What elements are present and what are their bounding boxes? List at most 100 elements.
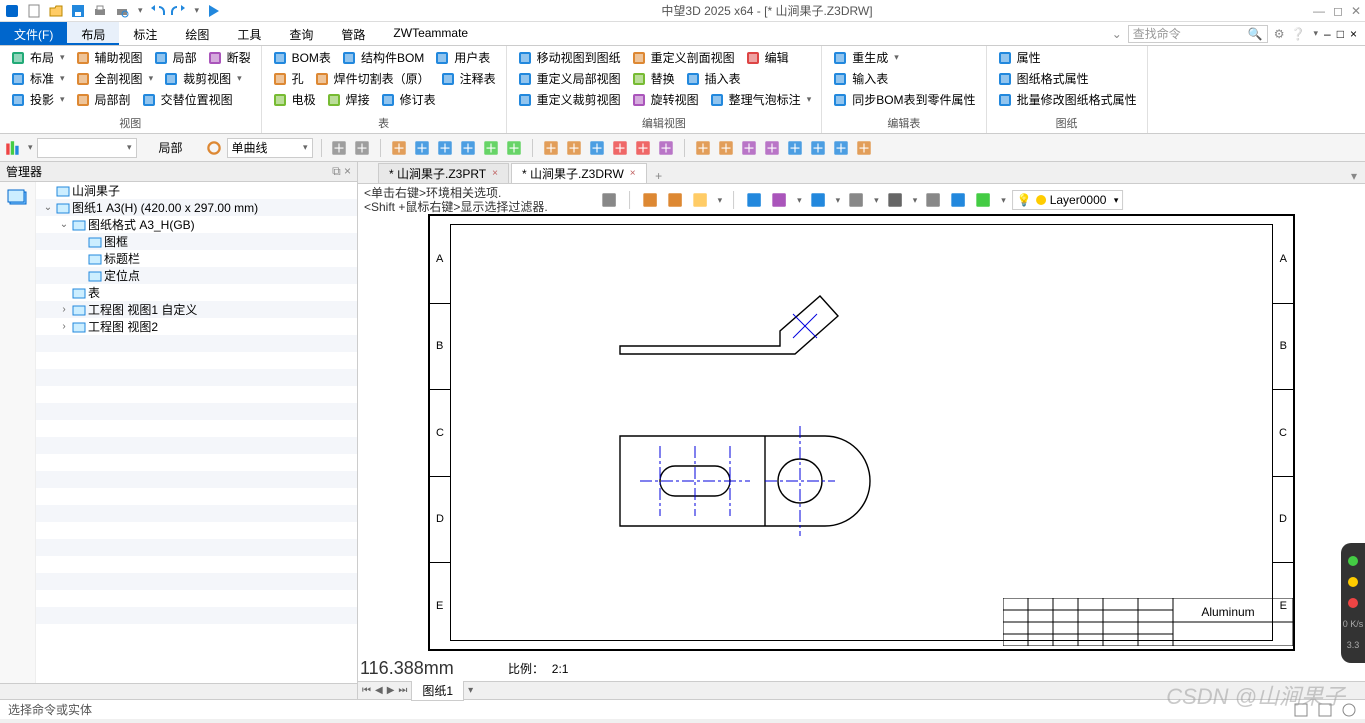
- vt-icon-8[interactable]: [886, 191, 904, 209]
- tree-item[interactable]: 图框: [36, 233, 357, 250]
- drawing-viewport[interactable]: <单击右键>环境相关选项. <Shift +鼠标右键>显示选择过滤器. ▾▾▾▾…: [358, 184, 1365, 681]
- ribbon-局部[interactable]: 局部: [149, 48, 201, 67]
- sheet-first-icon[interactable]: ⏮: [362, 685, 371, 696]
- ribbon-用户表[interactable]: 用户表: [430, 48, 494, 67]
- new-tab-button[interactable]: +: [649, 169, 669, 183]
- tb2-icon-11[interactable]: [611, 139, 629, 157]
- tb2-icon-9[interactable]: [565, 139, 583, 157]
- tree-item[interactable]: 表: [36, 284, 357, 301]
- tree-item[interactable]: ›工程图 视图1 自定义: [36, 301, 357, 318]
- minimize-icon[interactable]: —: [1313, 4, 1325, 18]
- vt-icon-10[interactable]: [949, 191, 967, 209]
- panel-close-icon[interactable]: ×: [344, 164, 351, 178]
- tb2-icon-7[interactable]: [505, 139, 523, 157]
- tab-close-icon[interactable]: ×: [492, 168, 498, 179]
- tab-close-icon[interactable]: ×: [630, 168, 636, 179]
- ribbon-标准[interactable]: 标准▾: [6, 69, 69, 88]
- menu-tab-标注[interactable]: 标注: [119, 22, 171, 45]
- tb2-icon-17[interactable]: [763, 139, 781, 157]
- menu-tab-绘图[interactable]: 绘图: [171, 22, 223, 45]
- tabs-menu-icon[interactable]: ▾: [1343, 169, 1365, 183]
- ribbon-焊接[interactable]: 焊接: [322, 90, 374, 109]
- maximize-icon[interactable]: ◻: [1333, 4, 1343, 18]
- open-icon[interactable]: [48, 3, 64, 19]
- ribbon-交替位置视图[interactable]: 交替位置视图: [137, 90, 237, 109]
- doc-tab[interactable]: * 山涧果子.Z3DRW×: [511, 163, 647, 183]
- ribbon-重生成[interactable]: 重生成▾: [828, 48, 903, 67]
- tb2-icon-1[interactable]: [353, 139, 371, 157]
- ribbon-替换[interactable]: 替换: [627, 69, 679, 88]
- undo-icon[interactable]: [149, 3, 165, 19]
- vt-icon-0[interactable]: [600, 191, 618, 209]
- tb2-icon-16[interactable]: [740, 139, 758, 157]
- tb2-icon-8[interactable]: [542, 139, 560, 157]
- ribbon-裁剪视图[interactable]: 裁剪视图▾: [159, 69, 246, 88]
- ribbon-修订表[interactable]: 修订表: [376, 90, 440, 109]
- layer-combo[interactable]: 💡 Layer0000: [1012, 190, 1124, 210]
- filter-icon[interactable]: [4, 139, 22, 157]
- tb2-icon-15[interactable]: [717, 139, 735, 157]
- tree-item[interactable]: 山涧果子: [36, 182, 357, 199]
- close-icon[interactable]: ✕: [1351, 4, 1361, 18]
- sheet-last-icon[interactable]: ⏭: [398, 685, 407, 696]
- print-icon[interactable]: [92, 3, 108, 19]
- tree-item[interactable]: 定位点: [36, 267, 357, 284]
- manager-tree[interactable]: 山涧果子⌄图纸1 A3(H) (420.00 x 297.00 mm)⌄图纸格式…: [36, 182, 357, 683]
- sheet-next-icon[interactable]: ▶: [387, 685, 395, 696]
- ribbon-注释表[interactable]: 注释表: [436, 69, 500, 88]
- ribbon-电极[interactable]: 电极: [268, 90, 320, 109]
- vt-icon-11[interactable]: [974, 191, 992, 209]
- tb2-icon-12[interactable]: [634, 139, 652, 157]
- vt-icon-2[interactable]: [666, 191, 684, 209]
- tb2-icon-21[interactable]: [855, 139, 873, 157]
- tb2-icon-19[interactable]: [809, 139, 827, 157]
- ribbon-结构件BOM[interactable]: 结构件BOM: [337, 48, 428, 67]
- tb2-icon-2[interactable]: [390, 139, 408, 157]
- tree-item[interactable]: ⌄图纸1 A3(H) (420.00 x 297.00 mm): [36, 199, 357, 216]
- vt-icon-5[interactable]: [770, 191, 788, 209]
- collapse-ribbon-icon[interactable]: ⌄: [1112, 27, 1122, 41]
- search-command-input[interactable]: 查找命令 🔍: [1128, 25, 1268, 43]
- tb2-icon-4[interactable]: [436, 139, 454, 157]
- ribbon-断裂[interactable]: 断裂: [203, 48, 255, 67]
- ribbon-图纸格式属性[interactable]: 图纸格式属性: [993, 69, 1093, 88]
- tb2-icon-3[interactable]: [413, 139, 431, 157]
- ribbon-插入表[interactable]: 插入表: [681, 69, 745, 88]
- ribbon-移动视图到图纸[interactable]: 移动视图到图纸: [513, 48, 625, 67]
- doc-tab[interactable]: * 山涧果子.Z3PRT×: [378, 163, 509, 183]
- ribbon-重定义局部视图[interactable]: 重定义局部视图: [513, 69, 625, 88]
- filter-combo[interactable]: [37, 138, 137, 158]
- ribbon-批量修改图纸格式属性[interactable]: 批量修改图纸格式属性: [993, 90, 1141, 109]
- ribbon-重定义剖面视图[interactable]: 重定义剖面视图: [627, 48, 739, 67]
- mdi-min-icon[interactable]: –: [1324, 27, 1331, 41]
- ribbon-属性[interactable]: 属性: [993, 48, 1045, 67]
- ribbon-投影[interactable]: 投影▾: [6, 90, 69, 109]
- menu-tab-管路[interactable]: 管路: [327, 22, 379, 45]
- ribbon-BOM表[interactable]: BOM表: [268, 48, 335, 67]
- vt-icon-1[interactable]: [641, 191, 659, 209]
- ribbon-局部剖[interactable]: 局部剖: [71, 90, 135, 109]
- tree-item[interactable]: ⌄图纸格式 A3_H(GB): [36, 216, 357, 233]
- save-icon[interactable]: [70, 3, 86, 19]
- tb2-icon-0[interactable]: [330, 139, 348, 157]
- vt-icon-9[interactable]: [924, 191, 942, 209]
- ribbon-孔[interactable]: 孔: [268, 69, 308, 88]
- new-icon[interactable]: [26, 3, 42, 19]
- sheet-tab-1[interactable]: 图纸1: [411, 680, 464, 701]
- vt-icon-4[interactable]: [745, 191, 763, 209]
- sheet-prev-icon[interactable]: ◀: [375, 685, 383, 696]
- mdi-close-icon[interactable]: ×: [1350, 27, 1357, 41]
- menu-tab-查询[interactable]: 查询: [275, 22, 327, 45]
- ribbon-旋转视图[interactable]: 旋转视图: [627, 90, 703, 109]
- ribbon-输入表[interactable]: 输入表: [828, 69, 892, 88]
- ribbon-布局[interactable]: 布局▾: [6, 48, 69, 67]
- undock-icon[interactable]: ⧉: [332, 164, 341, 178]
- tree-item[interactable]: ›工程图 视图2: [36, 318, 357, 335]
- tb2-icon-5[interactable]: [459, 139, 477, 157]
- history-dropdown-icon[interactable]: ▾: [195, 5, 200, 16]
- qat-dropdown-icon[interactable]: ▾: [138, 5, 143, 16]
- tree-item[interactable]: 标题栏: [36, 250, 357, 267]
- vt-icon-3[interactable]: [691, 191, 709, 209]
- vt-icon-7[interactable]: [847, 191, 865, 209]
- manager-scrollbar[interactable]: [0, 683, 357, 699]
